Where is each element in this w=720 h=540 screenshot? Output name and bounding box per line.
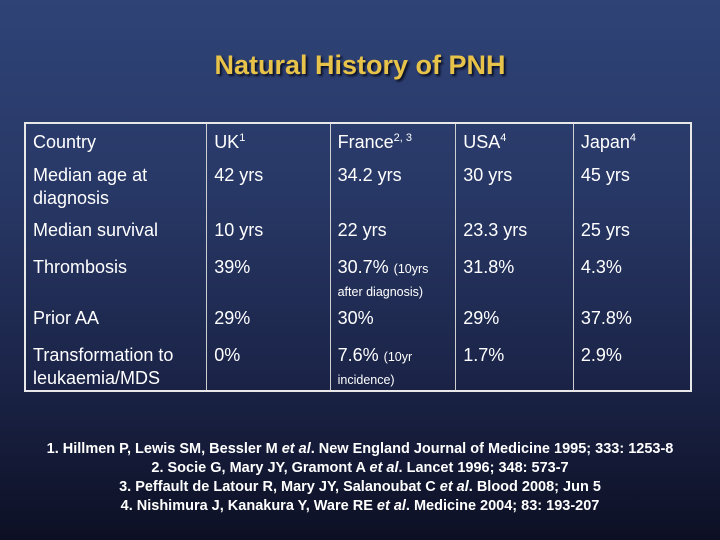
table-row: Median survival 10 yrs 22 yrs 23.3 yrs 2… [24, 214, 692, 251]
cell-japan: 45 yrs [572, 160, 692, 214]
row-label: Prior AA [24, 302, 208, 339]
cell-usa: 23.3 yrs [455, 214, 574, 251]
cell-usa: 1.7% [455, 339, 574, 391]
row-label: Median survival [24, 214, 208, 251]
cell-note: incidence) [337, 373, 395, 387]
reference-superscript: 1 [239, 132, 246, 144]
header-uk: UK1 [206, 123, 331, 160]
cell-japan: 25 yrs [572, 214, 692, 251]
country-name: USA [463, 132, 501, 152]
reference-superscript: 4 [629, 132, 637, 144]
et-al: et al [376, 498, 406, 514]
cell-note: (10yr [383, 350, 413, 364]
cell-value: 7.6% [337, 345, 379, 365]
et-al: et al [439, 479, 469, 495]
table-row: Median age at diagnosis 42 yrs 34.2 yrs … [24, 160, 692, 214]
row-label: Transformation to leukaemia/MDS [24, 339, 208, 391]
cell-uk: 0% [206, 339, 331, 391]
reference-item: 3. Peffault de Latour R, Mary JY, Salano… [119, 479, 601, 495]
cell-usa: 30 yrs [455, 160, 574, 214]
cell-usa: 29% [455, 302, 574, 339]
header-japan: Japan4 [572, 123, 692, 160]
pnh-comparison-table: Country UK1 France2, 3 USA4 Japan4 Media… [24, 122, 692, 392]
country-name: France [337, 132, 394, 152]
et-al: et al [281, 441, 311, 457]
cell-note: (10yrs [393, 262, 429, 276]
references: 1. Hillmen P, Lewis SM, Bessler M et al.… [0, 440, 720, 516]
et-al: et al [369, 460, 399, 476]
cell-france: 22 yrs [329, 214, 457, 251]
cell-france: 34.2 yrs [329, 160, 457, 214]
cell-japan: 4.3% [572, 251, 692, 302]
country-name: UK [214, 132, 240, 152]
cell-japan: 37.8% [572, 302, 692, 339]
header-usa: USA4 [455, 123, 574, 160]
table-row: Thrombosis 39% 30.7% (10yrs after diagnos… [24, 251, 692, 302]
cell-france: 7.6% (10yr incidence) [329, 339, 457, 391]
cell-value: 30.7% [337, 257, 389, 277]
reference-superscript: 4 [500, 132, 507, 144]
reference-item: 4. Nishimura J, Kanakura Y, Ware RE et a… [120, 498, 600, 514]
cell-note: after diagnosis) [337, 285, 424, 299]
cell-france: 30.7% (10yrs after diagnosis) [329, 251, 457, 302]
row-label: Median age at diagnosis [24, 160, 208, 214]
cell-uk: 39% [206, 251, 331, 302]
header-france: France2, 3 [329, 123, 457, 160]
cell-uk: 10 yrs [206, 214, 331, 251]
cell-france: 30% [329, 302, 457, 339]
table-row: Prior AA 29% 30% 29% 37.8% [24, 302, 692, 339]
slide-title: Natural History of PNH [214, 50, 506, 80]
table-row: Transformation to leukaemia/MDS 0% 7.6% … [24, 339, 692, 391]
header-row: Country UK1 France2, 3 USA4 Japan4 [24, 123, 692, 160]
header-country-label: Country [24, 123, 208, 160]
cell-japan: 2.9% [572, 339, 692, 391]
reference-item: 2. Socie G, Mary JY, Gramont A et al. La… [151, 460, 569, 476]
reference-item: 1. Hillmen P, Lewis SM, Bessler M et al.… [46, 441, 674, 457]
cell-usa: 31.8% [455, 251, 574, 302]
country-name: Japan [580, 132, 630, 152]
reference-superscript: 2, 3 [393, 132, 412, 144]
cell-uk: 42 yrs [206, 160, 331, 214]
cell-uk: 29% [206, 302, 331, 339]
row-label: Thrombosis [24, 251, 208, 302]
